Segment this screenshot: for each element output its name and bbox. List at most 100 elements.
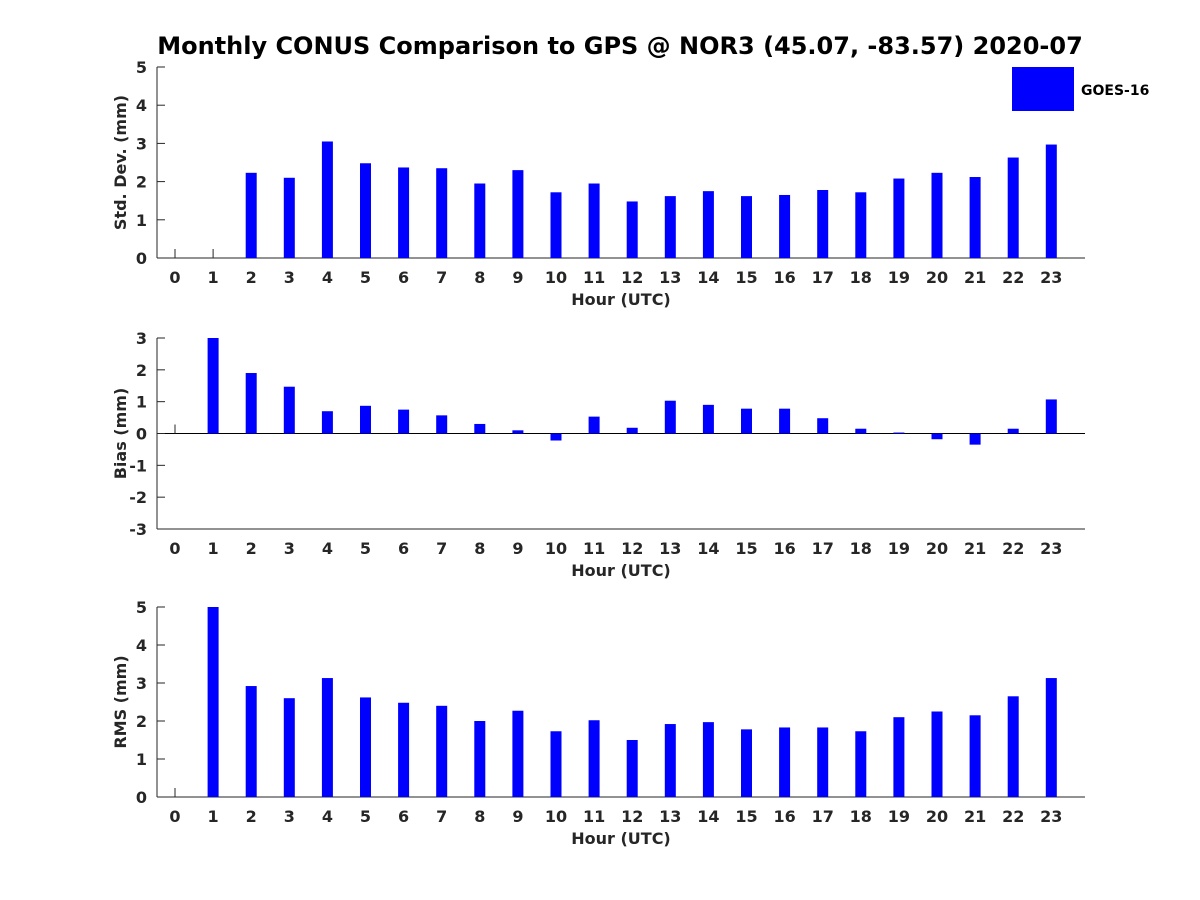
bias-xtick-label: 2 bbox=[246, 539, 257, 558]
bias-bar bbox=[1045, 399, 1057, 434]
std-dev-xtick-label: 15 bbox=[735, 268, 757, 287]
rms-bar bbox=[626, 740, 638, 797]
legend: GOES-16 bbox=[1012, 67, 1149, 111]
bias-bar bbox=[588, 416, 600, 434]
std-dev-bar bbox=[855, 192, 867, 258]
rms-xtick-label: 4 bbox=[322, 807, 333, 826]
bias-xtick-label: 18 bbox=[850, 539, 872, 558]
bias-ytick-label: 0 bbox=[136, 425, 147, 444]
rms-bar bbox=[855, 731, 867, 797]
std-dev-bar bbox=[474, 183, 486, 258]
bias-bar bbox=[245, 373, 257, 434]
bias-bar bbox=[398, 409, 410, 434]
std-dev-xtick-label: 5 bbox=[360, 268, 371, 287]
std-dev-xtick-label: 4 bbox=[322, 268, 333, 287]
legend-label-goes16: GOES-16 bbox=[1081, 83, 1149, 99]
rms-bar bbox=[321, 678, 333, 797]
std-dev-xtick-label: 19 bbox=[888, 268, 910, 287]
rms-xtick-label: 11 bbox=[583, 807, 605, 826]
bias-bar bbox=[512, 430, 524, 434]
std-dev-xtick-label: 22 bbox=[1002, 268, 1024, 287]
std-dev-bar bbox=[550, 192, 562, 258]
std-dev-bar bbox=[741, 196, 752, 258]
rms-bar bbox=[588, 720, 600, 797]
rms-xtick-label: 20 bbox=[926, 807, 948, 826]
bias-ytick-label: 1 bbox=[136, 393, 147, 412]
std-dev-bar bbox=[283, 177, 295, 258]
rms-xtick-label: 17 bbox=[812, 807, 834, 826]
std-dev-bar bbox=[245, 172, 257, 258]
bias-ytick-label: -1 bbox=[129, 456, 147, 475]
bias-bar bbox=[550, 433, 562, 441]
bias-xtick-label: 22 bbox=[1002, 539, 1024, 558]
rms-xtick-label: 19 bbox=[888, 807, 910, 826]
bias-ylabel: Bias (mm) bbox=[111, 388, 130, 480]
std-dev-bar bbox=[588, 183, 600, 258]
rms-bar bbox=[283, 698, 295, 797]
std-dev-ytick-label: 4 bbox=[136, 96, 147, 115]
bias-xtick-label: 8 bbox=[474, 539, 485, 558]
bias-xtick-label: 1 bbox=[208, 539, 219, 558]
rms-xtick-label: 16 bbox=[773, 807, 795, 826]
bias-xtick-label: 4 bbox=[322, 539, 333, 558]
std-dev-ytick-label: 5 bbox=[136, 58, 147, 77]
bias-xtick-label: 16 bbox=[773, 539, 795, 558]
rms-ytick-label: 5 bbox=[136, 598, 147, 617]
rms-xtick-label: 21 bbox=[964, 807, 986, 826]
bias-xtick-label: 6 bbox=[398, 539, 409, 558]
bias-bar bbox=[741, 408, 752, 434]
std-dev-xtick-label: 16 bbox=[773, 268, 795, 287]
chart-title: Monthly CONUS Comparison to GPS @ NOR3 (… bbox=[157, 32, 1083, 60]
bias-xtick-label: 10 bbox=[545, 539, 567, 558]
rms-xtick-label: 6 bbox=[398, 807, 409, 826]
rms-bar bbox=[664, 724, 676, 797]
rms-xtick-label: 15 bbox=[735, 807, 757, 826]
std-dev-xtick-label: 11 bbox=[583, 268, 605, 287]
rms-bar bbox=[931, 711, 943, 797]
rms-bar bbox=[550, 731, 562, 797]
rms-bar bbox=[893, 717, 905, 797]
rms-xtick-label: 3 bbox=[284, 807, 295, 826]
rms-ytick-label: 1 bbox=[136, 750, 147, 769]
std-dev-xtick-label: 6 bbox=[398, 268, 409, 287]
rms-xtick-label: 18 bbox=[850, 807, 872, 826]
std-dev-xtick-label: 1 bbox=[208, 268, 219, 287]
bias-bar bbox=[321, 411, 333, 434]
bias-xtick-label: 0 bbox=[169, 539, 180, 558]
rms-xlabel: Hour (UTC) bbox=[571, 829, 671, 848]
rms-xtick-label: 13 bbox=[659, 807, 681, 826]
bias-ytick-label: -2 bbox=[129, 488, 147, 507]
bias-bar bbox=[474, 423, 486, 434]
rms-xtick-label: 8 bbox=[474, 807, 485, 826]
std-dev-bar bbox=[626, 201, 638, 258]
std-dev-xtick-label: 7 bbox=[436, 268, 447, 287]
rms-xtick-label: 2 bbox=[246, 807, 257, 826]
std-dev-bar bbox=[321, 141, 333, 258]
std-dev-ytick-label: 0 bbox=[136, 249, 147, 268]
std-dev-bar bbox=[664, 196, 676, 258]
std-dev-bar bbox=[512, 170, 524, 258]
std-dev-bar bbox=[931, 172, 943, 258]
rms-xtick-label: 22 bbox=[1002, 807, 1024, 826]
rms-bar bbox=[398, 702, 410, 797]
rms-xtick-label: 1 bbox=[208, 807, 219, 826]
std-dev-bar bbox=[398, 167, 410, 258]
std-dev-xtick-label: 3 bbox=[284, 268, 295, 287]
std-dev-bar bbox=[702, 191, 714, 258]
bias-bar bbox=[436, 415, 448, 434]
rms-bar bbox=[969, 715, 981, 797]
rms-ytick-label: 2 bbox=[136, 712, 147, 731]
std-dev-xtick-label: 23 bbox=[1040, 268, 1062, 287]
bias-ytick-label: 3 bbox=[136, 329, 147, 348]
rms-xtick-label: 23 bbox=[1040, 807, 1062, 826]
bias-bar bbox=[207, 338, 219, 434]
bias-bar bbox=[931, 433, 943, 440]
rms-ylabel: RMS (mm) bbox=[111, 655, 130, 748]
bias-bar bbox=[855, 428, 867, 434]
bias-xtick-label: 19 bbox=[888, 539, 910, 558]
bias-xtick-label: 3 bbox=[284, 539, 295, 558]
bias-xtick-label: 21 bbox=[964, 539, 986, 558]
rms-bar bbox=[474, 721, 486, 797]
